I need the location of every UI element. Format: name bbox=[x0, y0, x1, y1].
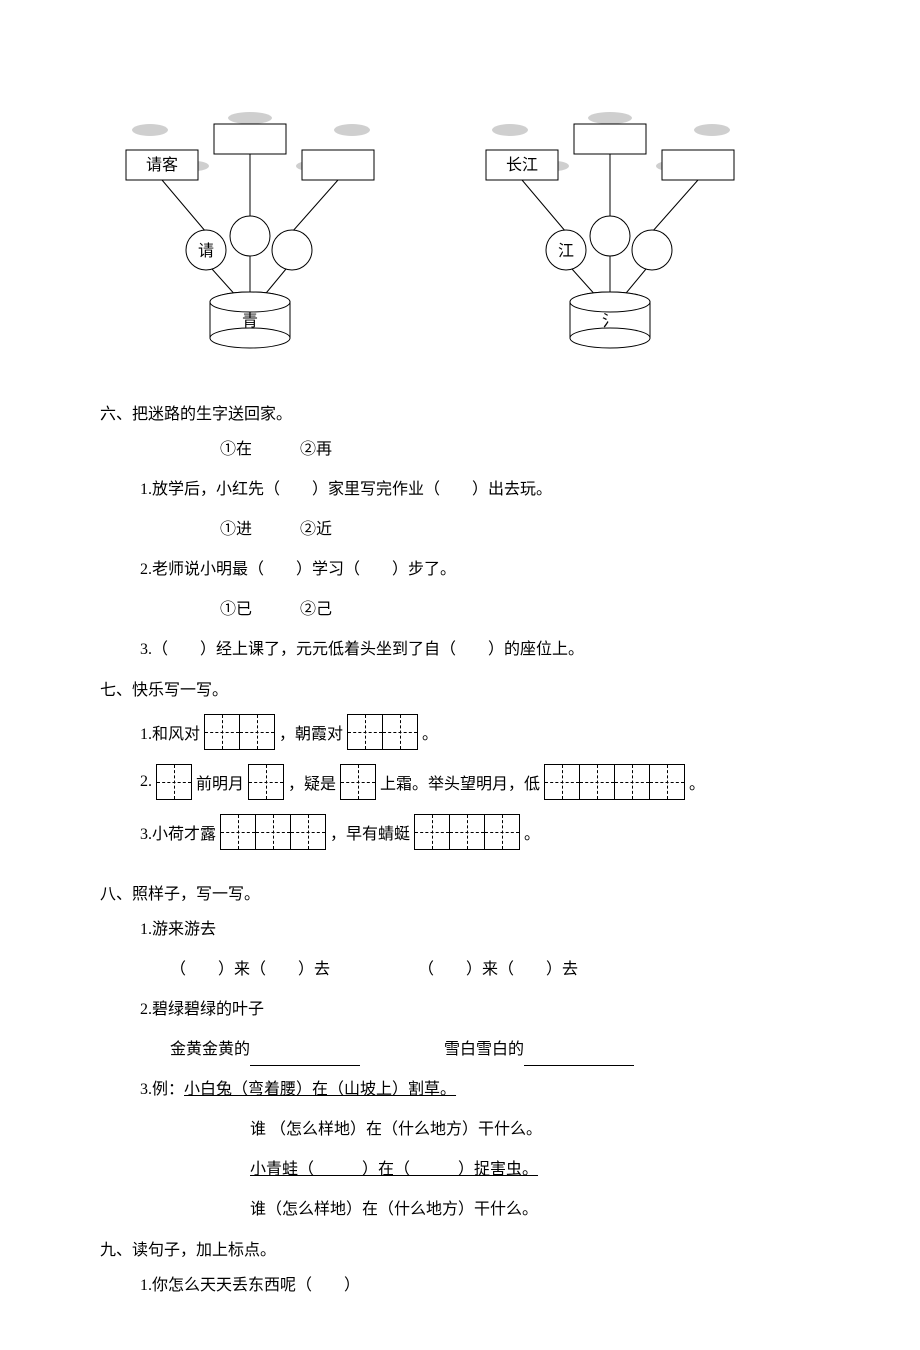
q6-line3: 3.（ ）经上课了，元元低着头坐到了自（ ）的座位上。 bbox=[140, 634, 820, 666]
q8-l3-label: 3.例： bbox=[140, 1081, 184, 1098]
q7-l3c: 。 bbox=[524, 820, 540, 844]
q8-title: 八、照样子，写一写。 bbox=[100, 880, 820, 904]
q8-l3b: 小青蛙（ ）在（ ）捉害虫。 bbox=[250, 1161, 538, 1178]
q8-l2: 2.碧绿碧绿的叶子 bbox=[140, 994, 820, 1026]
svg-text:青: 青 bbox=[242, 312, 258, 330]
q7-l2a: 2. bbox=[140, 773, 152, 791]
q6-title: 六、把迷路的生字送回家。 bbox=[100, 400, 820, 424]
svg-text:长江: 长江 bbox=[506, 156, 538, 174]
q6-pair3: ①已 ②己 bbox=[220, 594, 820, 626]
tianzi-group bbox=[156, 764, 192, 800]
svg-text:请: 请 bbox=[198, 242, 214, 260]
q6-line1: 1.放学后，小红先（ ）家里写完作业（ ）出去玩。 bbox=[140, 474, 820, 506]
page-root: 请客 请 青 bbox=[0, 0, 920, 1350]
q6-pair1: ①在 ②再 bbox=[220, 434, 820, 466]
q6-pair2: ①进 ②近 bbox=[220, 514, 820, 546]
diagram-right-svg: 长江 江 氵 bbox=[480, 100, 740, 360]
diagram-left-svg: 请客 请 青 bbox=[120, 100, 380, 360]
q7-l2b: 前明月 bbox=[196, 770, 244, 794]
blank-line bbox=[250, 1046, 360, 1066]
q7-l3b: ，早有蜻蜓 bbox=[330, 820, 410, 844]
tianzi-group bbox=[347, 714, 418, 750]
svg-text:氵: 氵 bbox=[602, 313, 618, 330]
tianzi-group bbox=[204, 714, 275, 750]
tianzi-group bbox=[544, 764, 685, 800]
q8-l3: 3.例：小白兔（弯着腰）在（山坡上）割草。 bbox=[140, 1074, 820, 1106]
q8-l2a-pre: 金黄金黄的 bbox=[170, 1041, 250, 1058]
tianzi-group bbox=[414, 814, 520, 850]
q7-l2e: 。 bbox=[689, 770, 705, 794]
q7-line1: 1.和风对 ，朝霞对 。 bbox=[140, 714, 820, 750]
q7-l2c: ，疑是 bbox=[288, 770, 336, 794]
tianzi-group bbox=[220, 814, 326, 850]
q8-l1: 1.游来游去 bbox=[140, 914, 820, 946]
q7-title: 七、快乐写一写。 bbox=[100, 676, 820, 700]
q7-line3: 3.小荷才露 ，早有蜻蜓 。 bbox=[140, 814, 820, 850]
q8-l3-example: 小白兔（弯着腰）在（山坡上）割草。 bbox=[184, 1081, 456, 1098]
q8-l2a-mid: 雪白雪白的 bbox=[364, 1041, 524, 1058]
svg-text:江: 江 bbox=[558, 242, 574, 260]
q8-l3a: 谁 （怎么样地）在（什么地方）干什么。 bbox=[250, 1114, 820, 1146]
q9-l1: 1.你怎么天天丢东西呢（ ） bbox=[140, 1270, 820, 1302]
diagram-left: 请客 请 青 bbox=[120, 100, 380, 360]
q7-l3a: 3.小荷才露 bbox=[140, 820, 216, 844]
q7-line2: 2. 前明月 ，疑是 上霜。举头望明月，低 。 bbox=[140, 764, 820, 800]
q8-l3c: 谁（怎么样地）在（什么地方）干什么。 bbox=[250, 1194, 820, 1226]
q7-l2d: 上霜。举头望明月，低 bbox=[380, 770, 540, 794]
q6-line2: 2.老师说小明最（ ）学习（ ）步了。 bbox=[140, 554, 820, 586]
q7-l1a: 1.和风对 bbox=[140, 720, 200, 744]
q8-l1a: （ ）来（ ）去 （ ）来（ ）去 bbox=[170, 954, 820, 986]
tianzi-group bbox=[340, 764, 376, 800]
q9-title: 九、读句子，加上标点。 bbox=[100, 1236, 820, 1260]
d-left-box-label: 请客 bbox=[146, 156, 178, 174]
blank-line bbox=[524, 1046, 634, 1066]
diagrams-row: 请客 请 青 bbox=[120, 100, 820, 360]
tianzi-group bbox=[248, 764, 284, 800]
q7-l1b: ，朝霞对 bbox=[279, 720, 343, 744]
diagram-right: 长江 江 氵 bbox=[480, 100, 740, 360]
q8-l2a: 金黄金黄的 雪白雪白的 bbox=[170, 1034, 820, 1066]
q8-l3b-wrap: 小青蛙（ ）在（ ）捉害虫。 bbox=[250, 1154, 820, 1186]
q7-l1c: 。 bbox=[422, 720, 438, 744]
